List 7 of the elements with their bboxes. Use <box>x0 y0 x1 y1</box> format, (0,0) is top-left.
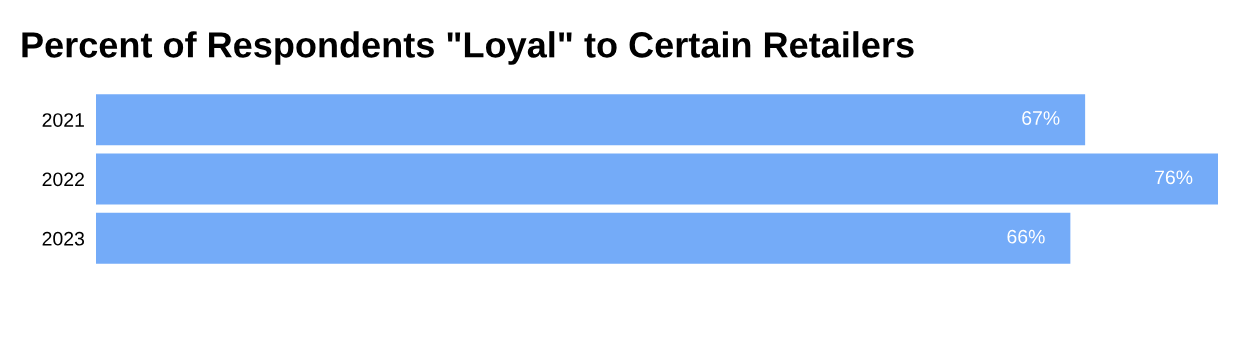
data-label: 66% <box>1007 229 1045 244</box>
y-tick-label: 2023 <box>42 231 85 246</box>
data-label: 67% <box>1022 111 1060 125</box>
y-tick-label: 2021 <box>42 113 84 127</box>
chart-title: Percent of Respondents "Loyal" to Certain Retailers <box>22 31 914 65</box>
data-label: 76% <box>1155 170 1193 185</box>
y-tick-label: 2022 <box>42 172 84 187</box>
